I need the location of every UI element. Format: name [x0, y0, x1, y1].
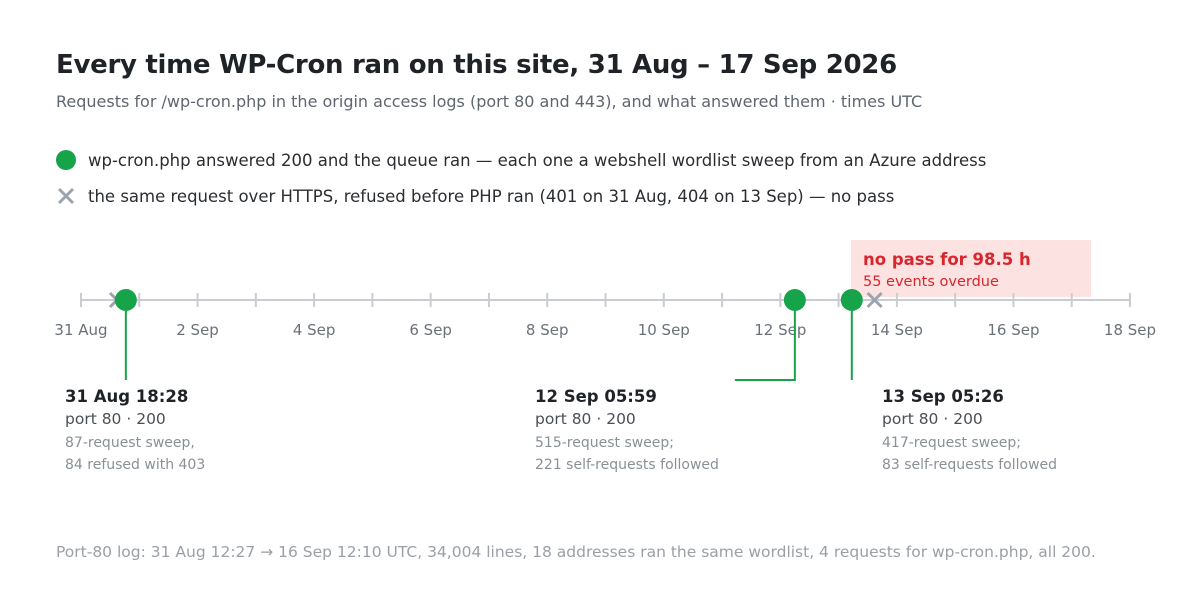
event-meta: port 80 · 200: [65, 410, 166, 428]
event-note-line: 515-request sweep;: [535, 435, 675, 451]
legend-item-refused: the same request over HTTPS, refused bef…: [56, 186, 894, 206]
axis-tick-label: 8 Sep: [526, 321, 569, 339]
ran-event-dot: [114, 289, 137, 311]
event-note: 87-request sweep, 84 refused with 403: [65, 432, 365, 476]
chart-subtitle: Requests for /wp-cron.php in the origin …: [56, 92, 923, 111]
event-label-1: 31 Aug 18:28 port 80 · 200 87-request sw…: [65, 387, 365, 476]
chart-title: Every time WP-Cron ran on this site, 31 …: [56, 50, 897, 80]
event-note-line: 83 self-requests followed: [882, 457, 1058, 473]
axis-tick-label: 31 Aug: [54, 321, 107, 339]
event-note-line: 87-request sweep,: [65, 435, 195, 451]
axis-tick-label: 16 Sep: [987, 321, 1039, 339]
event-time: 13 Sep 05:26: [882, 387, 1004, 406]
legend-item-ran: wp-cron.php answered 200 and the queue r…: [56, 150, 986, 170]
event-label-2: 12 Sep 05:59 port 80 · 200 515-request s…: [535, 387, 835, 476]
event-note-line: 221 self-requests followed: [535, 457, 719, 473]
gap-subtitle: 55 events overdue: [863, 274, 999, 290]
event-time: 12 Sep 05:59: [535, 387, 657, 406]
axis-tick-label: 12 Sep: [754, 321, 806, 339]
event-note-line: 417-request sweep;: [882, 435, 1022, 451]
event-note: 417-request sweep; 83 self-requests foll…: [882, 432, 1182, 476]
legend-text-ran: wp-cron.php answered 200 and the queue r…: [88, 150, 987, 170]
event-label-3: 13 Sep 05:26 port 80 · 200 417-request s…: [882, 387, 1182, 476]
footnote: Port-80 log: 31 Aug 12:27 → 16 Sep 12:10…: [56, 543, 1096, 561]
refused-cross-marker: [866, 291, 883, 309]
axis-tick-label: 18 Sep: [1104, 321, 1156, 339]
axis-tick-label: 4 Sep: [293, 321, 336, 339]
event-time: 31 Aug 18:28: [65, 387, 189, 406]
ran-event-dot: [783, 289, 806, 311]
event-leader-line: [734, 300, 796, 381]
axis-tick-label: 14 Sep: [871, 321, 923, 339]
green-dot-icon: [56, 150, 76, 170]
ran-event-dot: [840, 289, 863, 311]
gap-annotation: no pass for 98.5 h 55 events overdue: [851, 240, 1091, 297]
gray-cross-icon: [57, 187, 75, 205]
event-note-line: 84 refused with 403: [65, 457, 206, 473]
event-meta: port 80 · 200: [882, 410, 983, 428]
event-meta: port 80 · 200: [535, 410, 636, 428]
gap-title: no pass for 98.5 h: [863, 250, 1031, 269]
event-note: 515-request sweep; 221 self-requests fol…: [535, 432, 835, 476]
legend-text-refused: the same request over HTTPS, refused bef…: [88, 186, 895, 206]
axis-tick-label: 2 Sep: [176, 321, 219, 339]
axis-tick-label: 10 Sep: [638, 321, 690, 339]
axis-tick-label: 6 Sep: [409, 321, 452, 339]
